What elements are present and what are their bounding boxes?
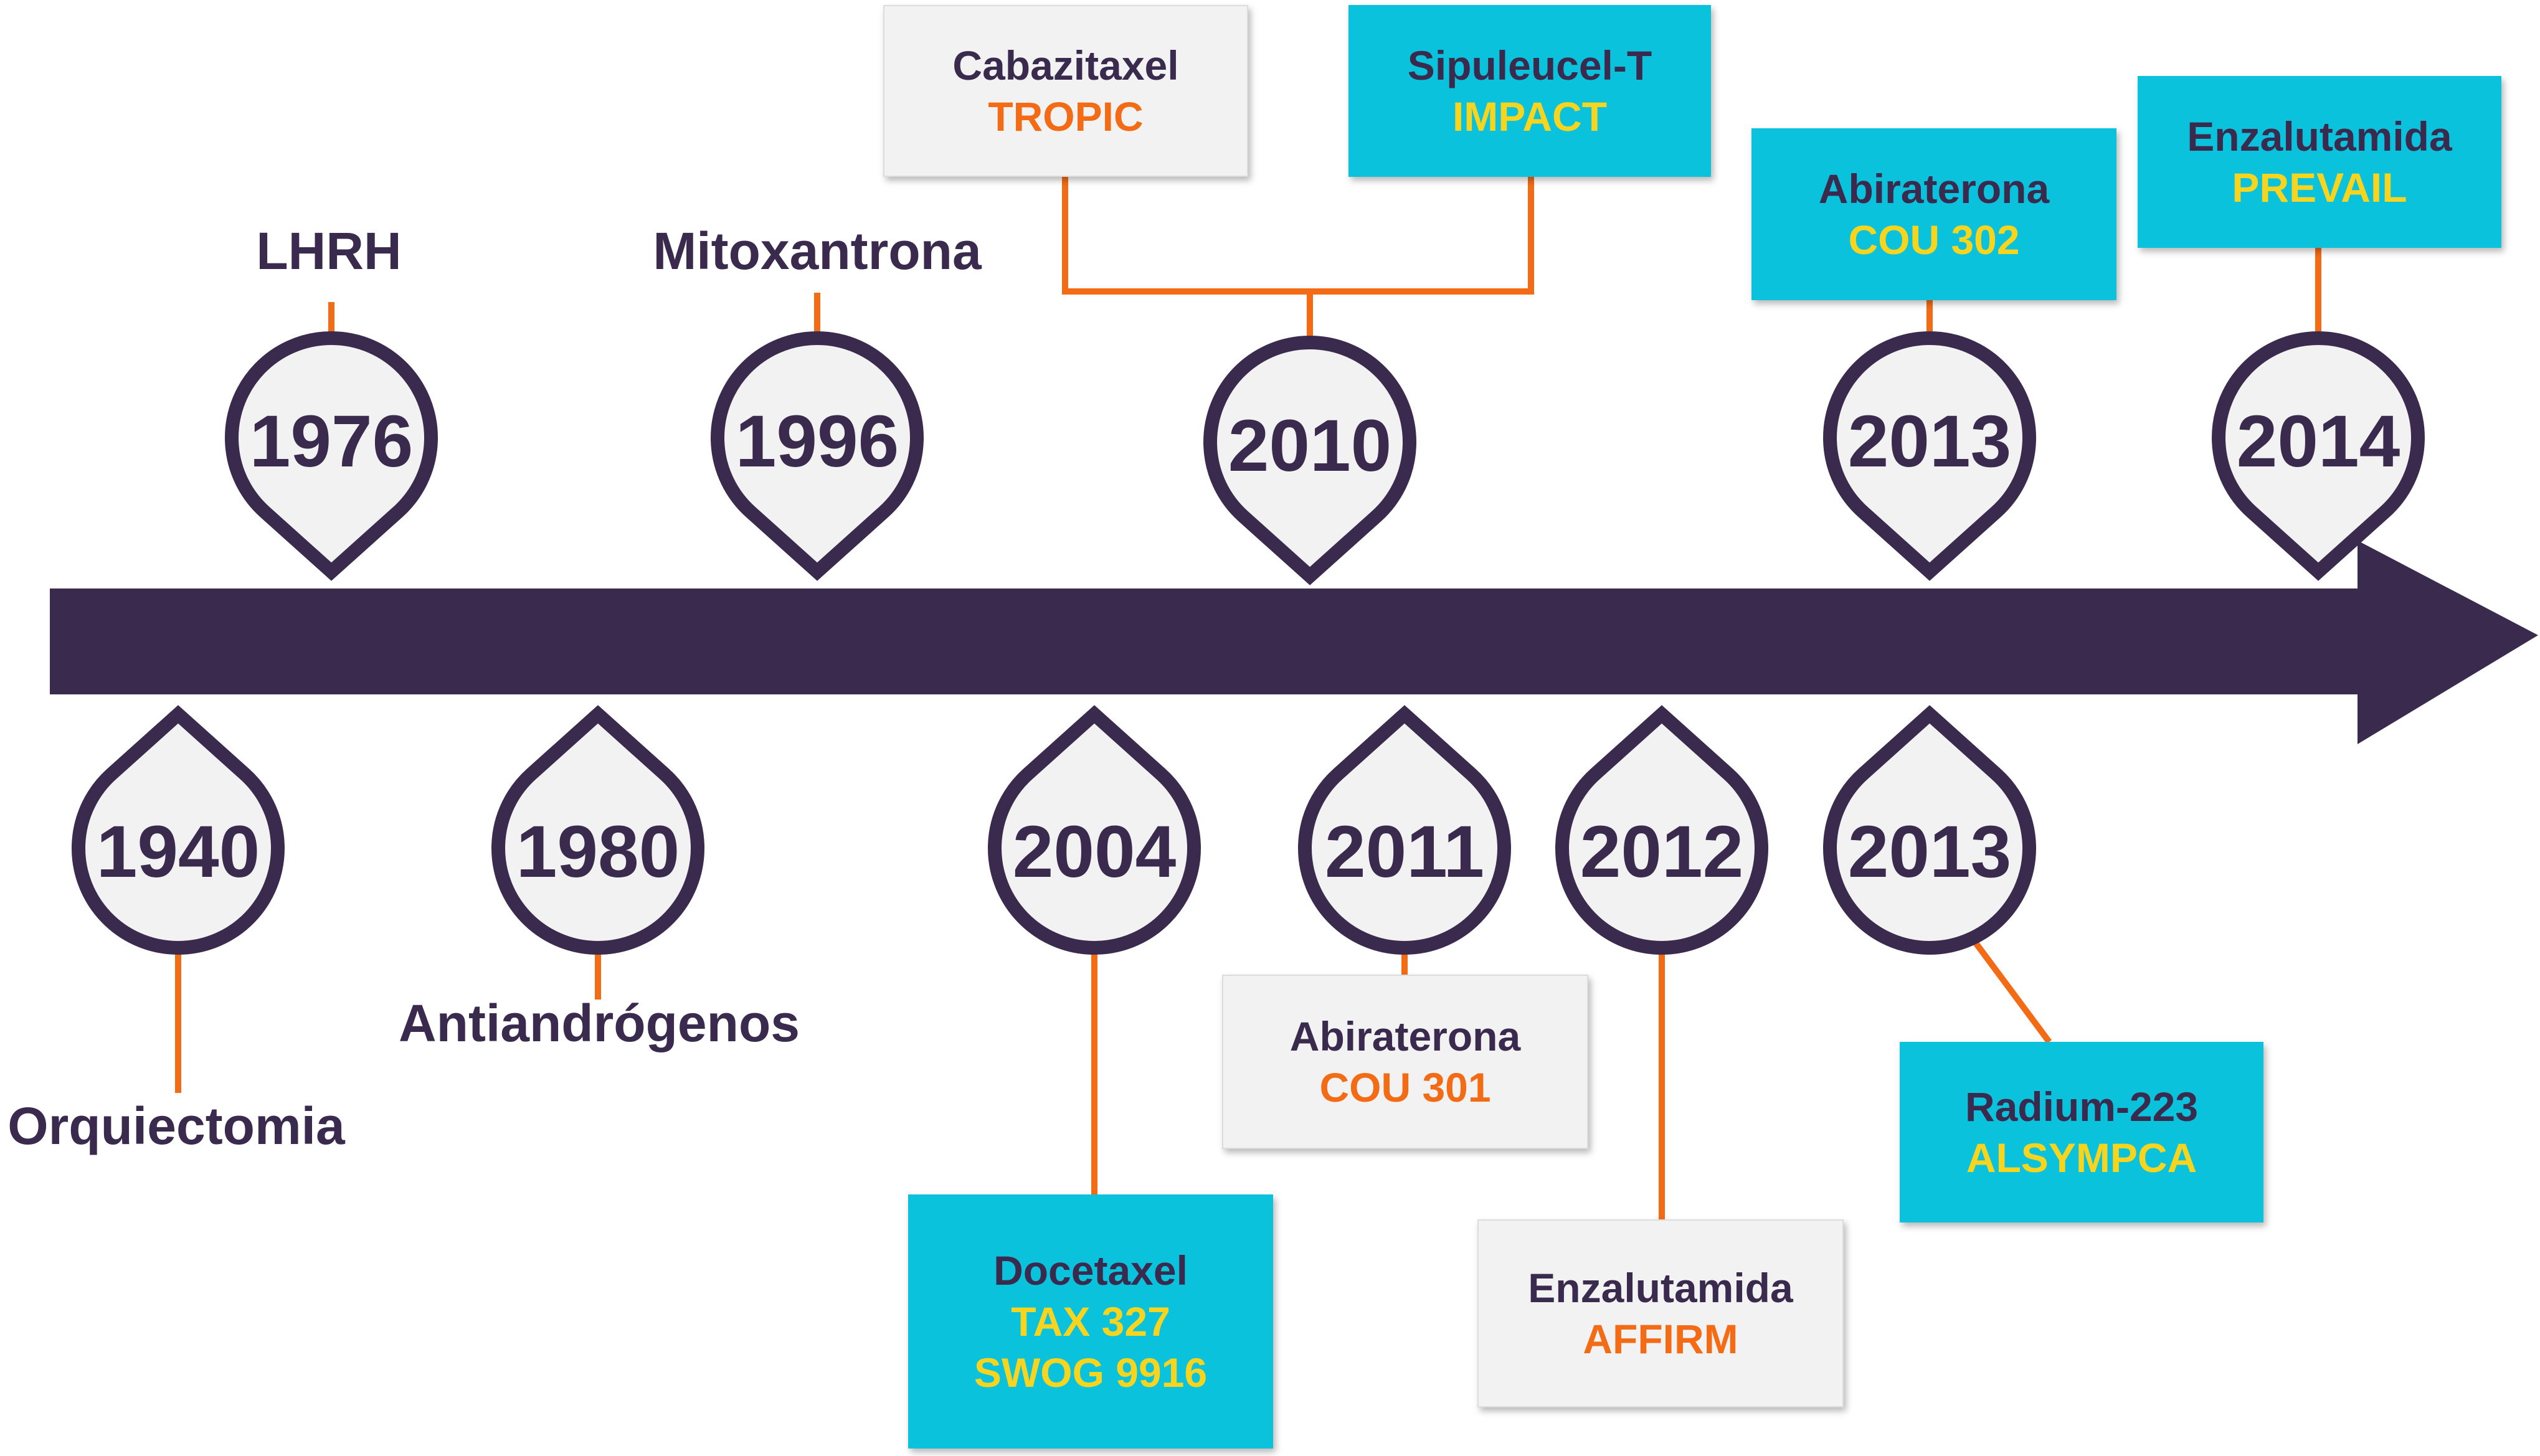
- event-2010-above-card-1-trial: IMPACT: [1452, 93, 1608, 139]
- event-2010-above-marker: [1203, 336, 1416, 585]
- event-2004-below-card-0-trial: TAX 327: [1011, 1298, 1170, 1345]
- timeline-arrow: [50, 541, 2538, 744]
- event-2013-above-marker: [1823, 331, 2036, 581]
- event-2014-above-year: 2014: [2237, 400, 2400, 483]
- event-2010-above-card-0-drug: Cabazitaxel: [952, 42, 1179, 88]
- event-2013-below-year: 2013: [1848, 811, 2012, 893]
- event-2011-below-card-0: Abiraterona COU 301: [1222, 975, 1588, 1149]
- event-2013-above-year: 2013: [1848, 400, 2012, 483]
- event-1996-above-year: 1996: [736, 400, 899, 483]
- event-1980-below-label: Antiandrógenos: [399, 994, 800, 1052]
- event-2013-above-card-0: Abiraterona COU 302: [1751, 128, 2116, 300]
- event-2013-above-card-0-drug: Abiraterona: [1818, 166, 2050, 212]
- event-2012-below-year: 2012: [1580, 811, 1744, 893]
- event-2004-below-card-0-drug: Docetaxel: [993, 1247, 1188, 1293]
- event-2012-below-card-0: Enzalutamida AFFIRM: [1477, 1219, 1844, 1407]
- event-2013-above-card-0-trial: COU 302: [1848, 217, 2020, 263]
- event-1976-above-year: 1976: [250, 400, 414, 483]
- event-2010-above-card-0: Cabazitaxel TROPIC: [883, 5, 1248, 177]
- event-2011-below-card-0-trial: COU 301: [1319, 1064, 1491, 1110]
- event-1940-below-marker: [72, 705, 285, 955]
- event-2014-above-card-0: Enzalutamida PREVAIL: [2138, 76, 2501, 248]
- event-2004-below-card-0: Docetaxel TAX 327 SWOG 9916: [908, 1194, 1273, 1449]
- event-1996-above-label: Mitoxantrona: [653, 222, 982, 280]
- event-1940-below-label: Orquiectomia: [7, 1097, 345, 1155]
- event-2013-below-card-0-drug: Radium-223: [1964, 1084, 2199, 1130]
- event-2012-below-card-0-drug: Enzalutamida: [1528, 1265, 1793, 1311]
- event-2014-above-marker: [2212, 331, 2425, 581]
- event-2014-above-card-0-trial: PREVAIL: [2232, 164, 2407, 210]
- event-2004-below-year: 2004: [1013, 811, 1177, 893]
- event-2010-above-card-1: Sipuleucel-T IMPACT: [1348, 5, 1711, 177]
- event-2012-below-card-0-trial: AFFIRM: [1583, 1316, 1738, 1362]
- event-2011-below-year: 2011: [1325, 811, 1484, 893]
- event-2013-below-marker: [1823, 705, 2036, 955]
- event-2004-below-marker: [988, 705, 1201, 955]
- event-2011-below-marker: [1298, 705, 1511, 955]
- event-2013-below-card-0: Radium-223 ALSYMPCA: [1900, 1042, 2263, 1222]
- event-1976-above-marker: [225, 331, 438, 581]
- event-2011-below-card-0-drug: Abiraterona: [1289, 1013, 1521, 1059]
- event-2010-above-card-1-drug: Sipuleucel-T: [1407, 42, 1652, 88]
- event-1976-above-label: LHRH: [256, 222, 402, 280]
- event-1980-below-year: 1980: [516, 811, 680, 893]
- event-1940-below-year: 1940: [97, 811, 260, 893]
- event-2014-above-card-0-drug: Enzalutamida: [2187, 113, 2452, 159]
- event-2004-below-card-0-trial-1: SWOG 9916: [974, 1350, 1208, 1396]
- event-2013-below-card-0-trial: ALSYMPCA: [1966, 1135, 2197, 1181]
- event-2013-below-connector: [1967, 934, 2052, 1044]
- event-1980-below-marker: [491, 705, 704, 955]
- event-1996-above-marker: [711, 331, 924, 581]
- event-2010-above-year: 2010: [1228, 405, 1392, 487]
- event-2012-below-marker: [1555, 705, 1768, 955]
- event-2010-above-card-0-trial: TROPIC: [988, 93, 1144, 139]
